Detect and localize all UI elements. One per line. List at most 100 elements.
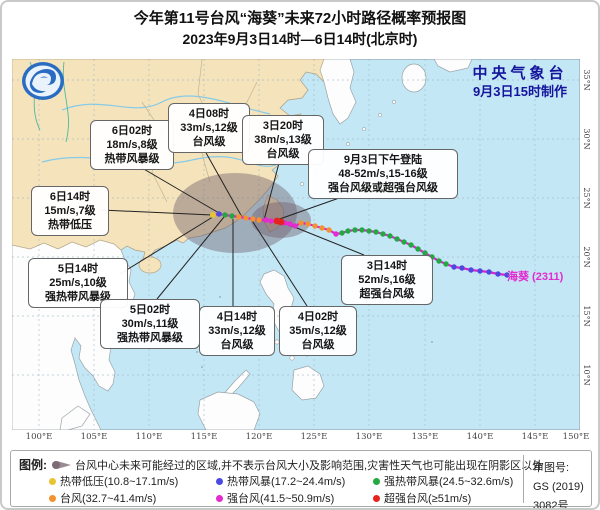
track-point bbox=[443, 261, 449, 267]
legend-item-label: 热带风暴(17.2~24.4m/s) bbox=[227, 476, 346, 488]
lon-label: 145°E bbox=[521, 432, 549, 442]
callout-line: 18m/s,8级 bbox=[106, 139, 158, 151]
track-point bbox=[387, 233, 393, 239]
callout-leader-line bbox=[263, 162, 280, 221]
lon-label: 110°E bbox=[135, 432, 163, 442]
track-point bbox=[408, 242, 414, 248]
track-point bbox=[495, 271, 501, 277]
callout-line: 38m/s,13级 bbox=[254, 134, 312, 146]
track-point bbox=[401, 239, 407, 245]
lon-label: 125°E bbox=[300, 432, 328, 442]
track-point bbox=[319, 225, 325, 231]
track-point bbox=[250, 216, 256, 222]
watermark-agency: 中央气象台 bbox=[472, 65, 568, 82]
lon-label: 100°E bbox=[25, 432, 53, 442]
track-point bbox=[236, 214, 242, 220]
callout-line: 4日08时 bbox=[188, 108, 230, 120]
lon-label: 130°E bbox=[355, 432, 383, 442]
legend-item: 热带风暴(17.2~24.4m/s) bbox=[216, 473, 345, 489]
callout-leader-line bbox=[141, 167, 220, 214]
callout-line: 强热带风暴级 bbox=[45, 291, 111, 303]
callout-line: 6日02时 bbox=[111, 125, 153, 137]
callout-leader-line bbox=[100, 209, 213, 216]
callout-line: 6日14时 bbox=[49, 191, 91, 203]
callout-line: 超强台风级 bbox=[359, 288, 415, 300]
lat-label: 35°N bbox=[582, 69, 591, 91]
track-point bbox=[477, 268, 483, 274]
callout-leader-line bbox=[119, 214, 217, 275]
callout-line: 台风级 bbox=[266, 148, 300, 160]
forecast-callout: 4日02时 35m/s,12级 台风级 bbox=[279, 306, 357, 356]
track-point bbox=[366, 228, 372, 234]
lat-label: 25°N bbox=[582, 187, 591, 209]
track-point bbox=[312, 223, 318, 229]
track-point bbox=[459, 265, 465, 271]
callout-line: 25m/s,10级 bbox=[49, 277, 107, 289]
track-point bbox=[305, 221, 311, 227]
track-point bbox=[486, 269, 492, 275]
track-point bbox=[216, 211, 222, 217]
legend-color-dot bbox=[216, 495, 223, 502]
callout-leader-line bbox=[250, 218, 308, 307]
callout-line: 4日14时 bbox=[216, 311, 258, 323]
callout-line: 热带低压 bbox=[48, 219, 92, 231]
legend-title: 图例: bbox=[19, 458, 47, 472]
legend-cone-note: 台风中心未来可能经过的区域,并不表示台风大小及影响范围,灾害性天气也可能出现在阴… bbox=[75, 460, 544, 472]
callout-line: 5日14时 bbox=[57, 263, 99, 275]
title-line1: 今年第11号台风“海葵”未来72小时路径概率预报图 bbox=[133, 10, 467, 27]
track-point bbox=[287, 221, 293, 227]
track-point bbox=[373, 229, 379, 235]
lon-label: 150°E bbox=[562, 432, 590, 442]
storm-name-label: 海葵 (2311) bbox=[507, 271, 564, 283]
track-point bbox=[210, 212, 216, 218]
forecast-callout: 6日14时 15m/s,7级 热带低压 bbox=[31, 186, 109, 236]
title-line2: 2023年9月3日14时—6日14时(北京时) bbox=[182, 31, 418, 47]
callout-line: 48-52m/s,15-16级 bbox=[338, 168, 428, 180]
legend-item-label: 强台风(41.5~50.9m/s) bbox=[227, 493, 335, 505]
legend-item: 热带低压(10.8~17.1m/s) bbox=[49, 473, 178, 489]
callout-line: 台风级 bbox=[220, 339, 254, 351]
legend-color-dot bbox=[216, 478, 223, 485]
track-point bbox=[243, 215, 249, 221]
forecast-callout: 3日14时 52m/s,16级 超强台风级 bbox=[341, 255, 433, 305]
callout-line: 9月3日下午登陆 bbox=[343, 154, 423, 166]
legend-color-dot bbox=[373, 495, 380, 502]
callout-line: 3日20时 bbox=[262, 120, 304, 132]
lat-label: 30°N bbox=[582, 128, 591, 150]
legend-color-dot bbox=[49, 478, 56, 485]
callout-line: 强台风级或超强台风级 bbox=[328, 182, 438, 194]
callout-leader-lines bbox=[100, 150, 365, 307]
legend-item: 强台风(41.5~50.9m/s) bbox=[216, 490, 334, 506]
lon-label: 120°E bbox=[245, 432, 273, 442]
legend-item-label: 台风(32.7~41.4m/s) bbox=[60, 493, 157, 505]
lon-label: 135°E bbox=[411, 432, 439, 442]
review-label: 审图号: bbox=[533, 462, 570, 474]
track-point bbox=[263, 217, 269, 223]
track-point bbox=[394, 236, 400, 242]
callout-line: 15m/s,7级 bbox=[44, 205, 96, 217]
mindanao-island bbox=[291, 365, 325, 401]
honshu-island bbox=[433, 59, 473, 73]
callout-line: 4日02时 bbox=[297, 311, 339, 323]
legend-item: 强热带风暴(24.5~32.6m/s) bbox=[373, 473, 513, 489]
callout-line: 强热带风暴级 bbox=[117, 332, 183, 344]
legend-color-dot bbox=[49, 495, 56, 502]
forecast-callout: 6日02时 18m/s,8级 热带风暴级 bbox=[90, 120, 174, 170]
callout-line: 33m/s,12级 bbox=[208, 325, 266, 337]
hainan-island bbox=[138, 256, 162, 274]
legend-panel: 图例: 台风中心未来可能经过的区域,并不表示台风大小及影响范围,灾害性天气也可能… bbox=[10, 450, 592, 508]
legend-item-label: 超强台风(≥51m/s) bbox=[384, 493, 472, 505]
track-point bbox=[352, 227, 358, 233]
cma-logo-icon bbox=[20, 60, 66, 107]
page-title: 今年第11号台风“海葵”未来72小时路径概率预报图 2023年9月3日14时—6… bbox=[2, 8, 598, 49]
track-point bbox=[468, 267, 474, 273]
forecast-callout: 4日14时 33m/s,12级 台风级 bbox=[199, 306, 275, 356]
map-review-number: 审图号: GS (2019) 3082号 bbox=[533, 459, 591, 508]
callout-line: 5日02时 bbox=[129, 304, 171, 316]
legend-item-label: 热带低压(10.8~17.1m/s) bbox=[60, 476, 179, 488]
track-point bbox=[326, 227, 332, 233]
track-point bbox=[298, 220, 304, 226]
track-point bbox=[504, 272, 510, 278]
track-point bbox=[422, 250, 428, 256]
